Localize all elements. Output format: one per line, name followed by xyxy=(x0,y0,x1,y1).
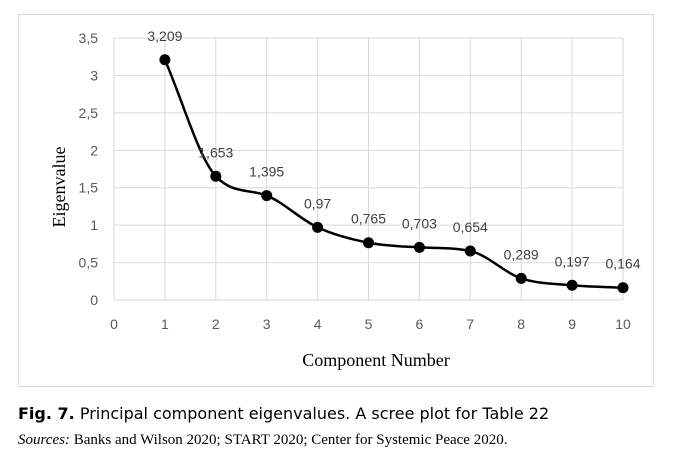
x-tick-label: 9 xyxy=(568,316,576,332)
x-tick-label: 2 xyxy=(212,316,220,332)
figure-caption-label: Fig. 7. xyxy=(18,404,75,423)
data-label: 0,97 xyxy=(304,195,331,211)
data-point xyxy=(210,170,222,182)
figure-caption-text: Principal component eigenvalues. A scree… xyxy=(74,404,550,423)
x-tick-label: 4 xyxy=(314,316,322,332)
data-label: 0,703 xyxy=(402,215,437,231)
data-point xyxy=(159,54,171,66)
x-tick-label: 7 xyxy=(466,316,474,332)
data-label: 3,209 xyxy=(147,28,182,44)
data-point xyxy=(566,279,578,291)
x-tick-label: 5 xyxy=(365,316,373,332)
data-label: 0,654 xyxy=(453,219,488,235)
y-tick-label: 1,5 xyxy=(79,180,99,196)
sources-label: Sources: xyxy=(18,432,70,448)
data-label: 1,653 xyxy=(198,144,233,160)
data-point xyxy=(261,190,273,202)
data-point xyxy=(312,221,324,233)
sources-text: Banks and Wilson 2020; START 2020; Cente… xyxy=(69,432,508,448)
y-tick-label: 0,5 xyxy=(79,255,99,271)
y-tick-label: 1 xyxy=(90,217,98,233)
y-tick-label: 3 xyxy=(90,67,98,83)
data-label: 0,197 xyxy=(555,253,590,269)
x-tick-label: 1 xyxy=(161,316,169,332)
x-tick-label: 6 xyxy=(416,316,424,332)
data-label: 0,289 xyxy=(504,246,539,262)
figure-sources: Sources: Banks and Wilson 2020; START 20… xyxy=(18,432,668,449)
x-tick-label: 0 xyxy=(110,316,118,332)
y-axis-title: Eigenvalue xyxy=(49,147,69,228)
x-tick-label: 10 xyxy=(615,316,631,332)
figure-caption: Fig. 7. Principal component eigenvalues.… xyxy=(18,404,668,423)
y-tick-label: 2,5 xyxy=(79,105,99,121)
data-point xyxy=(515,272,527,284)
data-label: 1,395 xyxy=(249,164,284,180)
scree-plot: 0 0,5 1 1,5 2 2,5 3 3,5 0 1 2 3 4 5 6 7 8 9 10 3,209 1,653 1… xyxy=(49,28,641,370)
eigenvalue-line xyxy=(163,59,624,289)
x-tick-label: 3 xyxy=(263,316,271,332)
x-axis-title: Component Number xyxy=(302,350,449,370)
data-label: 0,164 xyxy=(605,256,640,272)
chart-frame: 0 0,5 1 1,5 2 2,5 3 3,5 0 1 2 3 4 5 6 7 8 9 10 3,209 1,653 1… xyxy=(18,14,654,387)
data-point xyxy=(464,245,476,257)
y-tick-label: 2 xyxy=(90,142,98,158)
x-tick-label: 8 xyxy=(517,316,525,332)
y-tick-label: 0 xyxy=(90,292,98,308)
data-label: 0,765 xyxy=(351,211,386,227)
data-point xyxy=(617,282,629,294)
data-point xyxy=(363,237,374,249)
y-tick-label: 3,5 xyxy=(79,30,99,46)
data-point xyxy=(413,241,425,253)
